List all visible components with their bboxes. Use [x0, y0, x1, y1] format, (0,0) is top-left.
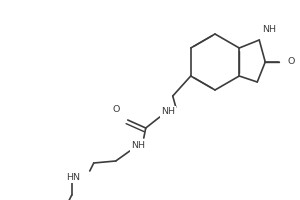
- Text: O: O: [112, 105, 120, 114]
- Text: NH: NH: [161, 108, 175, 116]
- Text: O: O: [287, 58, 295, 66]
- Text: NH: NH: [262, 25, 276, 34]
- Text: HN: HN: [66, 172, 80, 182]
- Text: NH: NH: [131, 142, 145, 150]
